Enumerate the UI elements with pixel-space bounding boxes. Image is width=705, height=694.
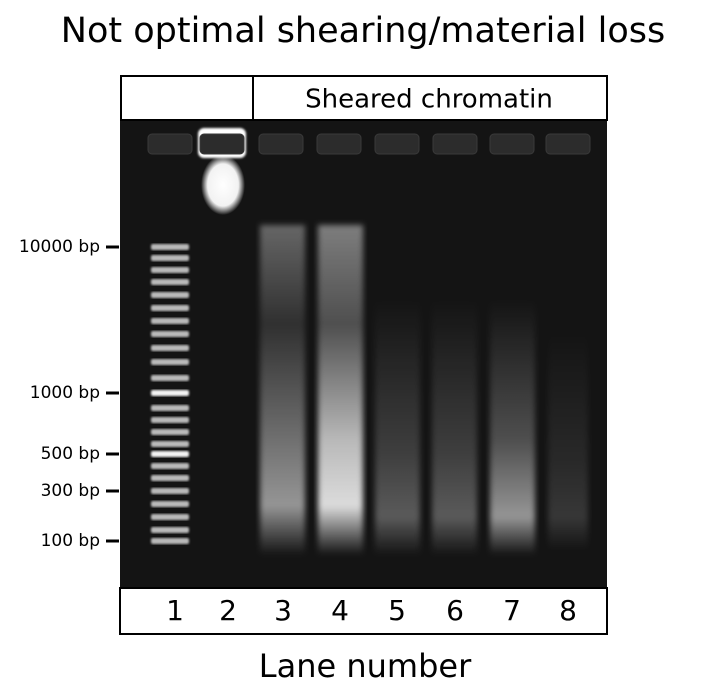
- lane-number: 6: [446, 594, 464, 627]
- ladder-band: [151, 267, 189, 273]
- well: [545, 133, 591, 155]
- ladder-band: [151, 359, 189, 365]
- well: [316, 133, 362, 155]
- well: [489, 133, 535, 155]
- lane-number: 4: [331, 594, 349, 627]
- marker-label: 100 bp: [41, 531, 100, 551]
- ladder-band: [151, 463, 189, 469]
- marker-label: 300 bp: [41, 481, 100, 501]
- high-mw-band: [201, 155, 245, 215]
- ladder-band: [151, 527, 189, 533]
- ladder-band: [151, 375, 189, 381]
- lane-smear: [432, 300, 477, 555]
- lane-number: 7: [503, 594, 521, 627]
- marker-label: 500 bp: [41, 444, 100, 464]
- ladder-band: [151, 305, 189, 311]
- lane-number: 1: [166, 594, 184, 627]
- ladder-band: [151, 441, 189, 447]
- ladder-band: [151, 451, 189, 457]
- ladder-band: [151, 514, 189, 520]
- well: [199, 133, 245, 155]
- ladder-band: [151, 318, 189, 324]
- well: [374, 133, 420, 155]
- lane-number: 8: [559, 594, 577, 627]
- ladder-band: [151, 331, 189, 337]
- lane-smear: [490, 300, 535, 555]
- well: [258, 133, 304, 155]
- ladder-band: [151, 405, 189, 411]
- ladder-band: [151, 345, 189, 351]
- ladder-band: [151, 429, 189, 435]
- ladder-band: [151, 488, 189, 494]
- lane-smear: [375, 300, 420, 555]
- figure-title: Not optimal shearing/material loss: [61, 11, 665, 51]
- ladder-band: [151, 501, 189, 507]
- marker-label: 1000 bp: [30, 383, 100, 403]
- well: [432, 133, 478, 155]
- header-box: [120, 75, 608, 121]
- lane-smear: [548, 330, 588, 550]
- ladder-band: [151, 475, 189, 481]
- marker-label: 10000 bp: [19, 237, 100, 257]
- header-label: Sheared chromatin: [305, 85, 553, 115]
- lane-smear: [260, 225, 305, 555]
- lane-number: 2: [219, 594, 237, 627]
- ladder-band: [151, 390, 189, 396]
- ladder-band: [151, 244, 189, 250]
- lane-number: 3: [274, 594, 292, 627]
- ladder-band: [151, 279, 189, 285]
- lane-box: [119, 587, 608, 635]
- ladder-band: [151, 255, 189, 261]
- ladder-band: [151, 538, 189, 544]
- lane-number: 5: [388, 594, 406, 627]
- gel-image: [120, 121, 607, 587]
- lane-smear: [318, 225, 363, 555]
- well: [147, 133, 193, 155]
- ladder-band: [151, 417, 189, 423]
- ladder-band: [151, 292, 189, 298]
- x-axis-label: Lane number: [259, 647, 472, 685]
